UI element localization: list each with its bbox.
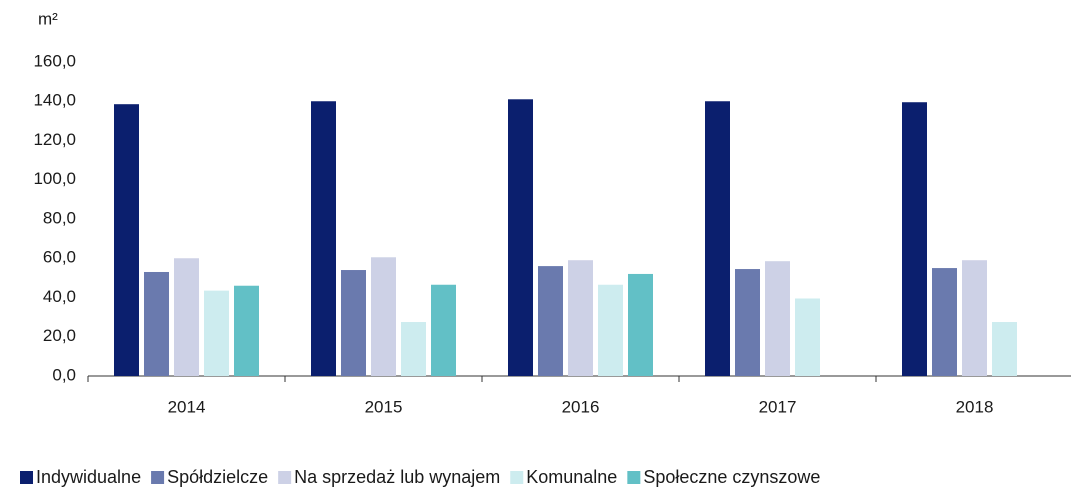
bar — [144, 271, 169, 376]
bar — [962, 260, 987, 376]
legend-swatch — [510, 471, 524, 484]
legend-label: Spółdzielcze — [167, 467, 268, 487]
legend-label: Społeczne czynszowe — [643, 467, 820, 487]
legend-swatch — [627, 471, 641, 484]
bar — [538, 266, 563, 376]
y-tick-label: 80,0 — [43, 208, 76, 227]
x-tick-label: 2014 — [168, 397, 206, 416]
bar — [932, 268, 957, 376]
bar — [765, 261, 790, 376]
y-tick-label: 120,0 — [33, 130, 76, 149]
x-tick-label: 2018 — [956, 397, 994, 416]
bar — [114, 104, 139, 376]
y-tick-label: 60,0 — [43, 248, 76, 267]
bar — [508, 99, 533, 376]
y-tick-label: 140,0 — [33, 91, 76, 110]
x-tick-label: 2015 — [365, 397, 403, 416]
bar — [431, 284, 456, 376]
y-axis-label: m² — [38, 9, 58, 28]
bar — [628, 273, 653, 376]
bar — [311, 101, 336, 376]
bar — [705, 101, 730, 376]
y-tick-label: 40,0 — [43, 287, 76, 306]
bar — [204, 290, 229, 376]
x-tick-label: 2017 — [759, 397, 797, 416]
x-tick-label: 2016 — [562, 397, 600, 416]
y-tick-label: 20,0 — [43, 326, 76, 345]
y-tick-label: 100,0 — [33, 169, 76, 188]
legend-label: Na sprzedaż lub wynajem — [294, 467, 500, 487]
legend-swatch — [20, 471, 33, 484]
bar — [795, 298, 820, 376]
legend-swatch — [278, 471, 292, 484]
bar — [902, 102, 927, 376]
bar — [992, 322, 1017, 376]
legend-swatch — [151, 471, 165, 484]
bar — [174, 258, 199, 376]
bar — [341, 270, 366, 376]
bar — [401, 322, 426, 376]
bar — [735, 269, 760, 376]
legend-label: Komunalne — [526, 467, 617, 487]
bar — [234, 285, 259, 376]
bar — [598, 284, 623, 376]
bar — [568, 260, 593, 376]
y-tick-label: 0,0 — [52, 365, 76, 384]
legend-label: Indywidualne — [36, 467, 141, 487]
y-tick-label: 160,0 — [33, 51, 76, 70]
bar — [371, 257, 396, 376]
